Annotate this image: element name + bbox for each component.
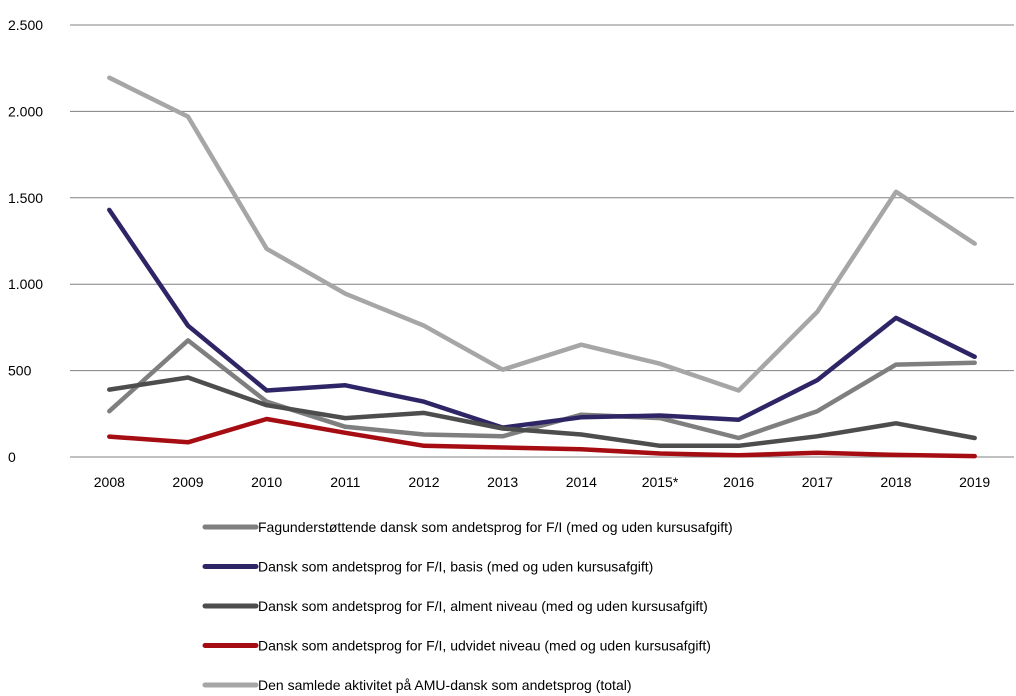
legend-label: Dansk som andetsprog for F/I, alment niv… [258,598,708,614]
legend-label: Den samlede aktivitet på AMU-dansk som a… [258,677,632,693]
legend-item: Dansk som andetsprog for F/I, basis (med… [202,559,653,575]
series-line-5 [107,75,977,393]
series-lines [107,75,977,459]
legend-label: Dansk som andetsprog for F/I, basis (med… [258,559,653,575]
x-tick-label: 2008 [94,474,125,490]
legend: Fagunderstøttende dansk som andetsprog f… [202,519,733,693]
x-tick-label: 2013 [487,474,518,490]
x-tick-label: 2011 [330,474,360,490]
x-tick-label: 2012 [408,474,439,490]
x-tick-label: 2018 [880,474,911,490]
y-tick-label: 500 [8,363,32,379]
x-axis: 2008 2009 2010 2011 2012 2013 2014 2015* 2016 201… [94,474,991,490]
legend-label: Fagunderstøttende dansk som andetsprog f… [258,519,733,535]
x-tick-label: 2017 [802,474,833,490]
y-tick-label: 0 [8,449,16,465]
legend-item: Dansk som andetsprog for F/I, udvidet ni… [202,638,711,654]
legend-item: Fagunderstøttende dansk som andetsprog f… [202,519,733,535]
y-tick-label: 1.000 [8,276,43,292]
gridlines [70,24,1014,458]
x-tick-label: 2016 [723,474,754,490]
legend-item: Den samlede aktivitet på AMU-dansk som a… [202,677,632,693]
legend-label: Dansk som andetsprog for F/I, udvidet ni… [258,638,711,654]
series-line-1 [107,338,977,441]
x-tick-label: 2019 [959,474,990,490]
x-tick-label: 2009 [172,474,203,490]
y-tick-label: 1.500 [8,190,43,206]
series-line-4 [107,416,977,459]
series-line-3 [107,375,977,449]
y-axis: 0 500 1.000 1.500 2.000 2.500 [8,17,43,465]
legend-item: Dansk som andetsprog for F/I, alment niv… [202,598,708,614]
x-tick-label: 2010 [251,474,282,490]
x-tick-label: 2015* [642,474,679,490]
series-line-2 [107,207,977,430]
x-tick-label: 2014 [566,474,597,490]
y-tick-label: 2.500 [8,17,43,33]
y-tick-label: 2.000 [8,103,43,119]
